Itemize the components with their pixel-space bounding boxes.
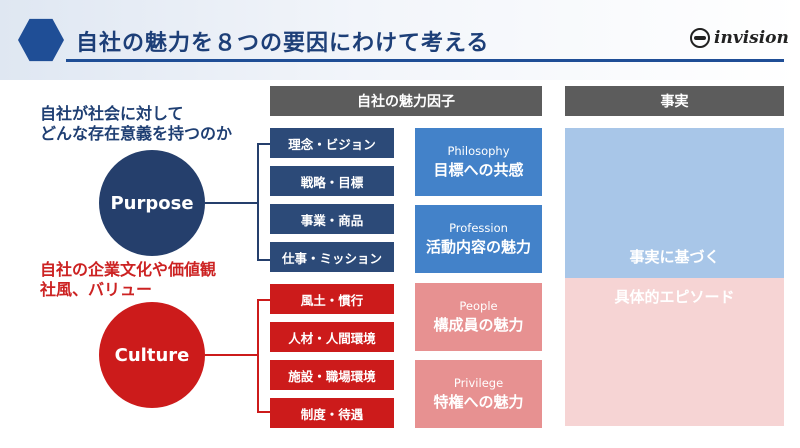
logo: invision	[690, 26, 790, 50]
purpose-question: 自社が社会に対して どんな存在意義を持つのか	[40, 104, 232, 144]
purpose-bracket-top	[257, 143, 270, 145]
category-privilege-en: Privilege	[453, 376, 504, 390]
factor-people-environment: 人材・人間環境	[270, 322, 394, 352]
purpose-question-line1: 自社が社会に対して	[40, 104, 184, 123]
culture-question-line2: 社風、バリュー	[40, 280, 153, 299]
purpose-question-line2: どんな存在意義を持つのか	[40, 124, 233, 143]
category-profession: Profession 活動内容の魅力	[415, 205, 542, 273]
category-profession-jp: 活動内容の魅力	[425, 238, 531, 256]
logo-text: invision	[714, 28, 789, 48]
culture-bracket-top	[257, 299, 270, 301]
category-philosophy: Philosophy 目標への共感	[415, 128, 542, 196]
factor-culture-customs: 風土・慣行	[270, 284, 394, 314]
facts-panel-bottom	[565, 278, 784, 426]
facts-column-header: 事実	[565, 86, 784, 116]
factor-work-mission: 仕事・ミッション	[270, 242, 394, 272]
culture-bracket-bottom	[257, 411, 270, 413]
category-people-jp: 構成員の魅力	[433, 316, 524, 334]
factor-systems-benefits: 制度・待遇	[270, 398, 394, 428]
culture-question-line1: 自社の企業文化や価値観	[40, 260, 217, 279]
factor-facilities-workplace: 施設・職場環境	[270, 360, 394, 390]
logo-mark-icon	[690, 28, 710, 48]
factor-strategy-goals: 戦略・目標	[270, 166, 394, 196]
culture-bracket	[257, 299, 259, 413]
category-philosophy-en: Philosophy	[447, 144, 510, 158]
factor-philosophy-vision: 理念・ビジョン	[270, 128, 394, 158]
factor-business-products: 事業・商品	[270, 204, 394, 234]
category-philosophy-jp: 目標への共感	[433, 161, 524, 179]
header-underline	[66, 59, 784, 62]
category-privilege-jp: 特権への魅力	[433, 393, 524, 411]
facts-panel-top	[565, 128, 784, 278]
facts-text-episodes: 具体的エピソード	[614, 288, 735, 306]
page-title: 自社の魅力を８つの要因にわけて考える	[76, 31, 490, 56]
culture-connector	[205, 354, 257, 356]
culture-circle: Culture	[99, 302, 205, 408]
purpose-circle: Purpose	[99, 150, 205, 256]
factors-column-header: 自社の魅力因子	[270, 86, 542, 116]
header-band	[0, 0, 800, 80]
culture-question: 自社の企業文化や価値観 社風、バリュー	[40, 260, 216, 300]
category-people-en: People	[459, 299, 498, 313]
category-people: People 構成員の魅力	[415, 283, 542, 351]
category-profession-en: Profession	[449, 221, 508, 235]
purpose-connector	[205, 202, 257, 204]
purpose-bracket-bottom	[257, 259, 270, 261]
category-privilege: Privilege 特権への魅力	[415, 360, 542, 428]
purpose-bracket	[257, 143, 259, 261]
facts-text-based-on-facts: 事実に基づく	[629, 248, 720, 266]
